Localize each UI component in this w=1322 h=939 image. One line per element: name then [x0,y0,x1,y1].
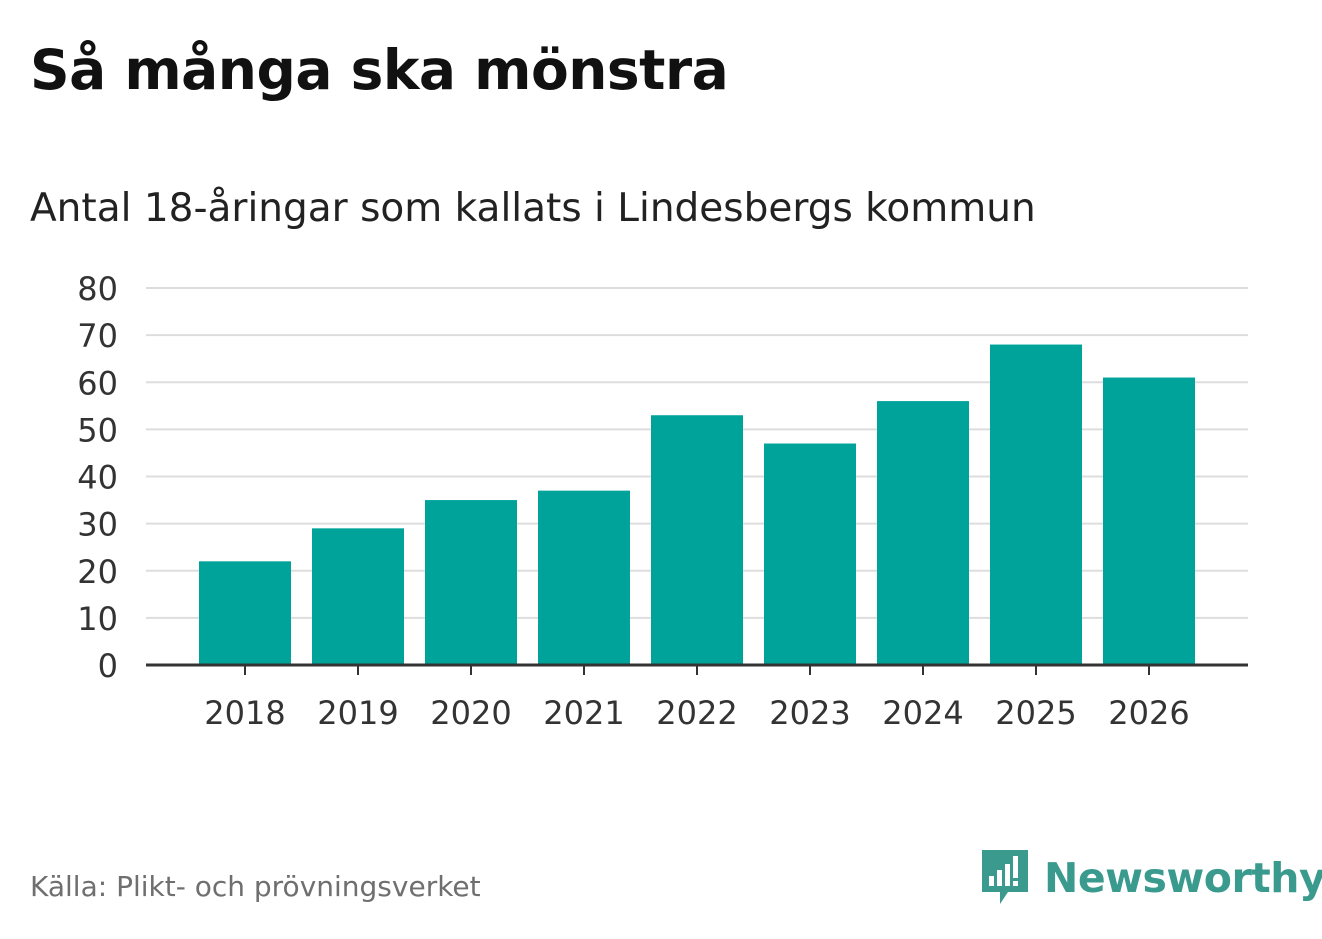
x-tick-label: 2019 [317,694,398,732]
chart-subtitle: Antal 18-åringar som kallats i Lindesber… [30,186,1036,231]
source-note: Källa: Plikt- och prövningsverket [30,870,481,903]
chart-title: Så många ska mönstra [30,38,729,102]
bar-2018 [199,561,291,665]
y-tick-label: 40 [77,459,118,497]
y-tick-label: 50 [77,411,118,449]
x-tick-label: 2026 [1108,694,1189,732]
bar-2020 [425,500,517,665]
x-tick-label: 2022 [656,694,737,732]
y-tick-label: 0 [98,647,118,685]
y-tick-label: 60 [77,364,118,402]
x-tick-label: 2025 [995,694,1076,732]
bar-2026 [1103,377,1195,665]
y-tick-label: 20 [77,553,118,591]
y-tick-label: 80 [77,270,118,308]
newsworthy-logo-icon [982,850,1028,904]
x-tick-label: 2018 [204,694,285,732]
bar-2022 [651,415,743,665]
bar-2021 [538,490,630,665]
brand-logo[interactable]: Newsworthy [980,848,1322,908]
bar-2025 [990,344,1082,665]
x-tick-label: 2020 [430,694,511,732]
x-tick-label: 2021 [543,694,624,732]
y-tick-label: 30 [77,506,118,544]
y-tick-label: 10 [77,600,118,638]
x-tick-label: 2023 [769,694,850,732]
y-tick-label: 70 [77,317,118,355]
x-tick-label: 2024 [882,694,963,732]
bar-2019 [312,528,404,665]
bar-2024 [877,401,969,665]
brand-name: Newsworthy [1044,854,1322,902]
bar-2023 [764,443,856,665]
